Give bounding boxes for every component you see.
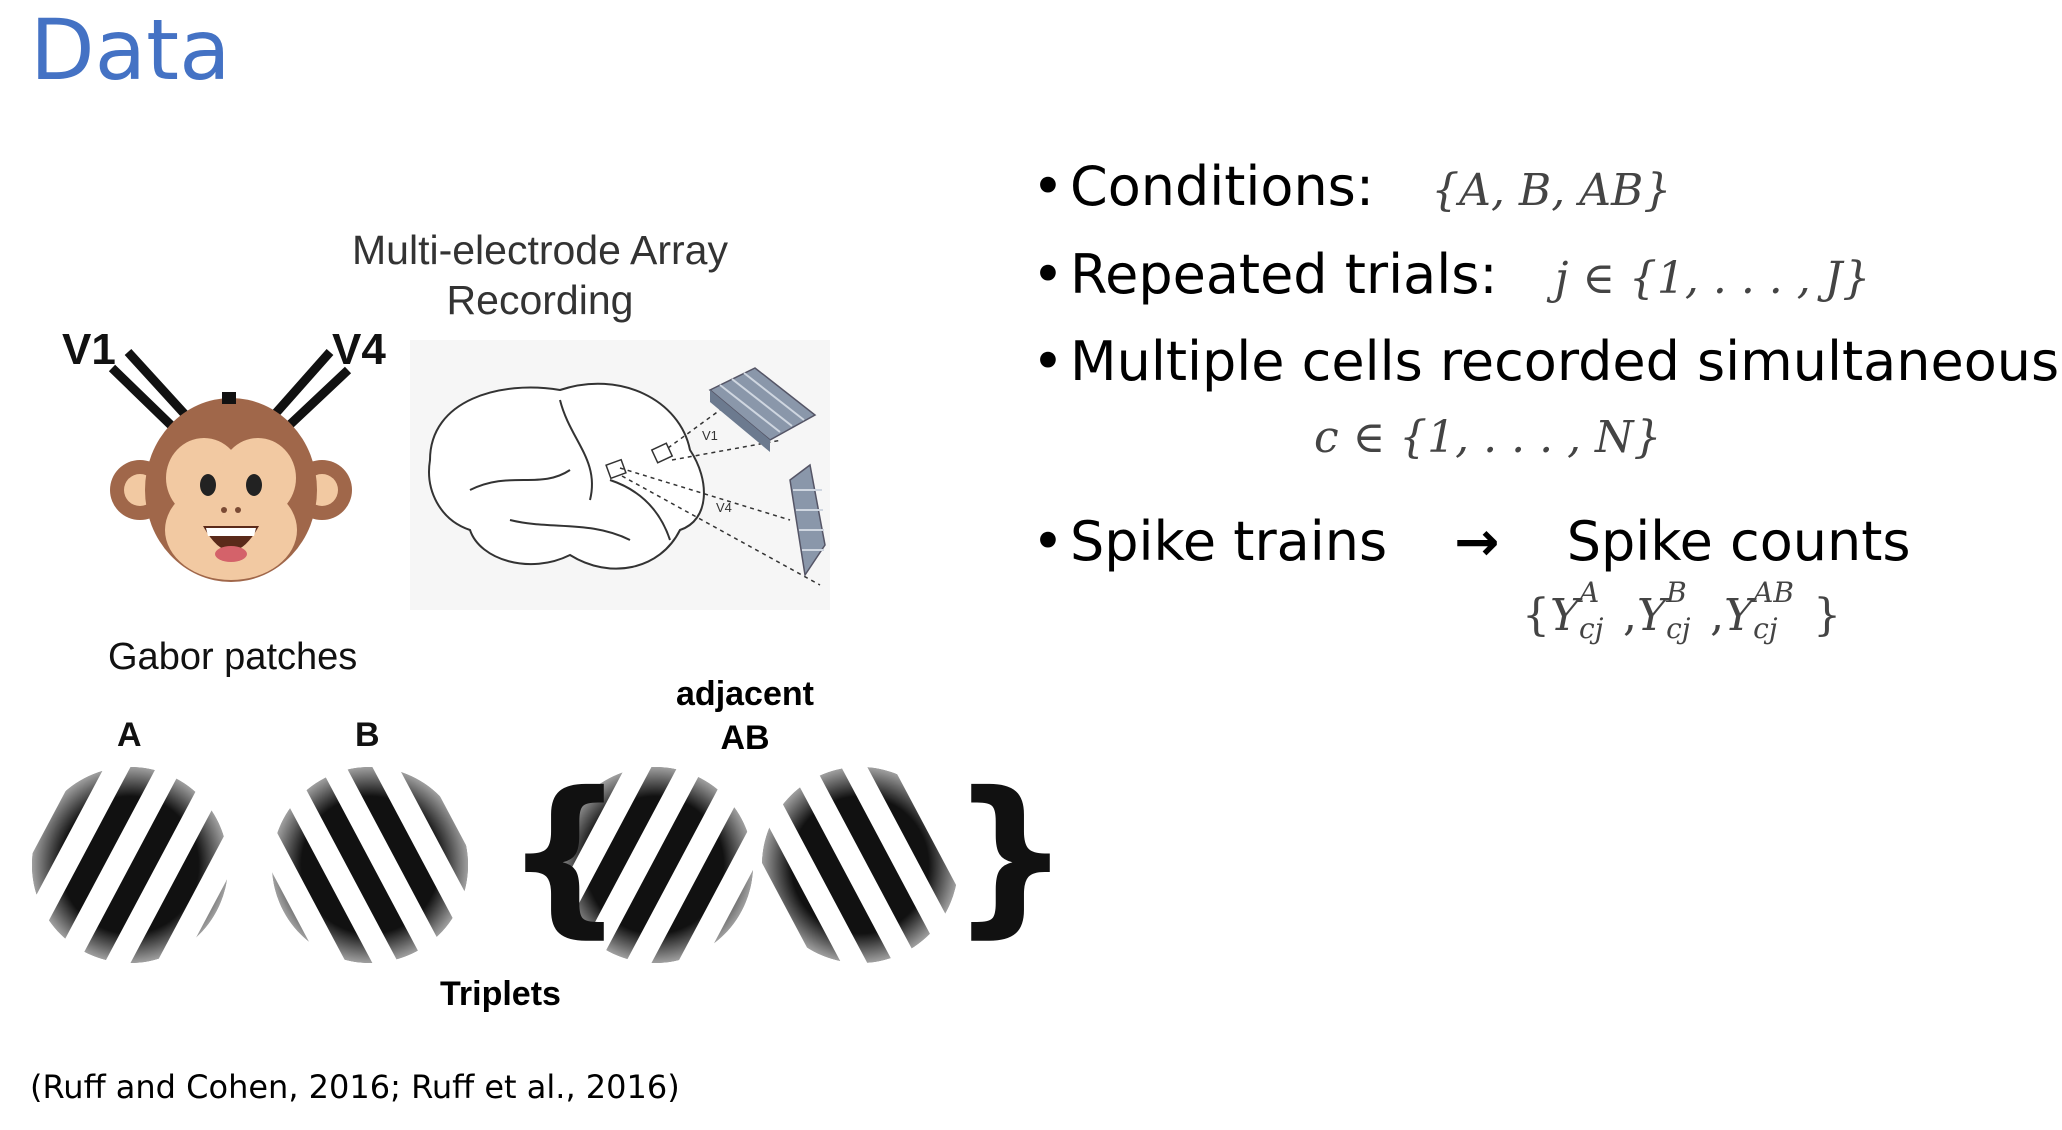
triplet-brace-open: { (504, 756, 626, 954)
math-sub-cj-3: cj (1753, 612, 1778, 645)
electrode-array-icon-2 (789, 463, 826, 578)
brain-outline-icon: V1 V4 (410, 340, 830, 610)
right-arrow-icon: → (1454, 510, 1500, 573)
patch-label-b: B (355, 716, 380, 754)
triplets-label: Triplets (440, 975, 561, 1013)
math-brace-open: { (1522, 590, 1550, 641)
adjacent-label-line1: adjacent (676, 675, 814, 713)
electrode-wire-v4 (264, 349, 334, 425)
math-brace-close: } (1813, 590, 1842, 641)
gabor-patch-b (272, 767, 468, 963)
gabor-patch-adjacent-1 (557, 767, 753, 963)
math-sub-cj-2: cj (1666, 612, 1691, 645)
trials-index-math: j ∈ {1, . . . , J} (1554, 253, 1871, 304)
gabor-patch-a (32, 767, 228, 963)
bullet-dot: • (1032, 155, 1064, 218)
mea-caption: Multi-electrode Array Recording (330, 225, 750, 325)
mea-caption-line1: Multi-electrode Array (352, 227, 728, 273)
electrode-wire-v1-b (108, 364, 182, 436)
monkey-face-icon (108, 348, 352, 582)
label-v4: V4 (332, 325, 386, 374)
label-v1: V1 (62, 325, 116, 374)
math-y-ab: Y (1724, 590, 1754, 641)
bullet-repeated-trials: • Repeated trials: j ∈ {1, . . . , J} (1032, 243, 1870, 306)
spike-trains-label: Spike trains (1070, 510, 1388, 573)
math-comma-2: , (1710, 590, 1725, 641)
gabor-patch-row (32, 767, 958, 963)
brain-label-v1: V1 (702, 428, 718, 443)
electrode-wire-v4-b (276, 366, 352, 438)
bullet-multiple-cells: • Multiple cells recorded simultaneously: (1032, 330, 2062, 393)
brain-label-v4: V4 (716, 500, 732, 515)
math-comma-1: , (1623, 590, 1638, 641)
adjacent-label-line2: AB (720, 719, 770, 757)
spike-counts-label: Spike counts (1566, 510, 1911, 573)
math-sup-a: A (1579, 576, 1600, 609)
electrode-array-icon (708, 367, 817, 452)
bullet-dot: • (1032, 330, 1064, 393)
triplet-brace-close: } (950, 756, 1072, 954)
math-y-a: Y (1550, 590, 1580, 641)
bullet-dot: • (1032, 510, 1064, 573)
slide-title: Data (30, 1, 231, 99)
cells-index-math: c ∈ {1, . . . , N} (1314, 412, 1662, 463)
bullet-spike-trains: • Spike trains → Spike counts (1032, 510, 1911, 573)
gabor-patches-title: Gabor patches (108, 636, 358, 678)
bullet-conditions-label: Conditions: (1070, 155, 1375, 218)
math-sup-ab: AB (1753, 576, 1794, 609)
bullet-dot: • (1032, 243, 1064, 306)
bullet-repeated-trials-label: Repeated trials: (1070, 243, 1498, 306)
adjacent-label: adjacent AB (650, 672, 840, 760)
gabor-patch-adjacent-2 (762, 767, 958, 963)
math-sub-cj-1: cj (1579, 612, 1604, 645)
conditions-set-math: {A, B, AB} (1431, 165, 1672, 216)
mea-caption-line2: Recording (446, 277, 634, 323)
citation: (Ruff and Cohen, 2016; Ruff et al., 2016… (30, 1068, 680, 1106)
bullet-conditions: • Conditions: {A, B, AB} (1032, 155, 1671, 218)
math-y-b: Y (1637, 590, 1667, 641)
bullet-multiple-cells-label: Multiple cells recorded simultaneously: (1070, 330, 2062, 393)
electrode-wire-v1 (124, 348, 194, 424)
math-sup-b: B (1666, 576, 1687, 609)
patch-label-a: A (117, 716, 142, 754)
